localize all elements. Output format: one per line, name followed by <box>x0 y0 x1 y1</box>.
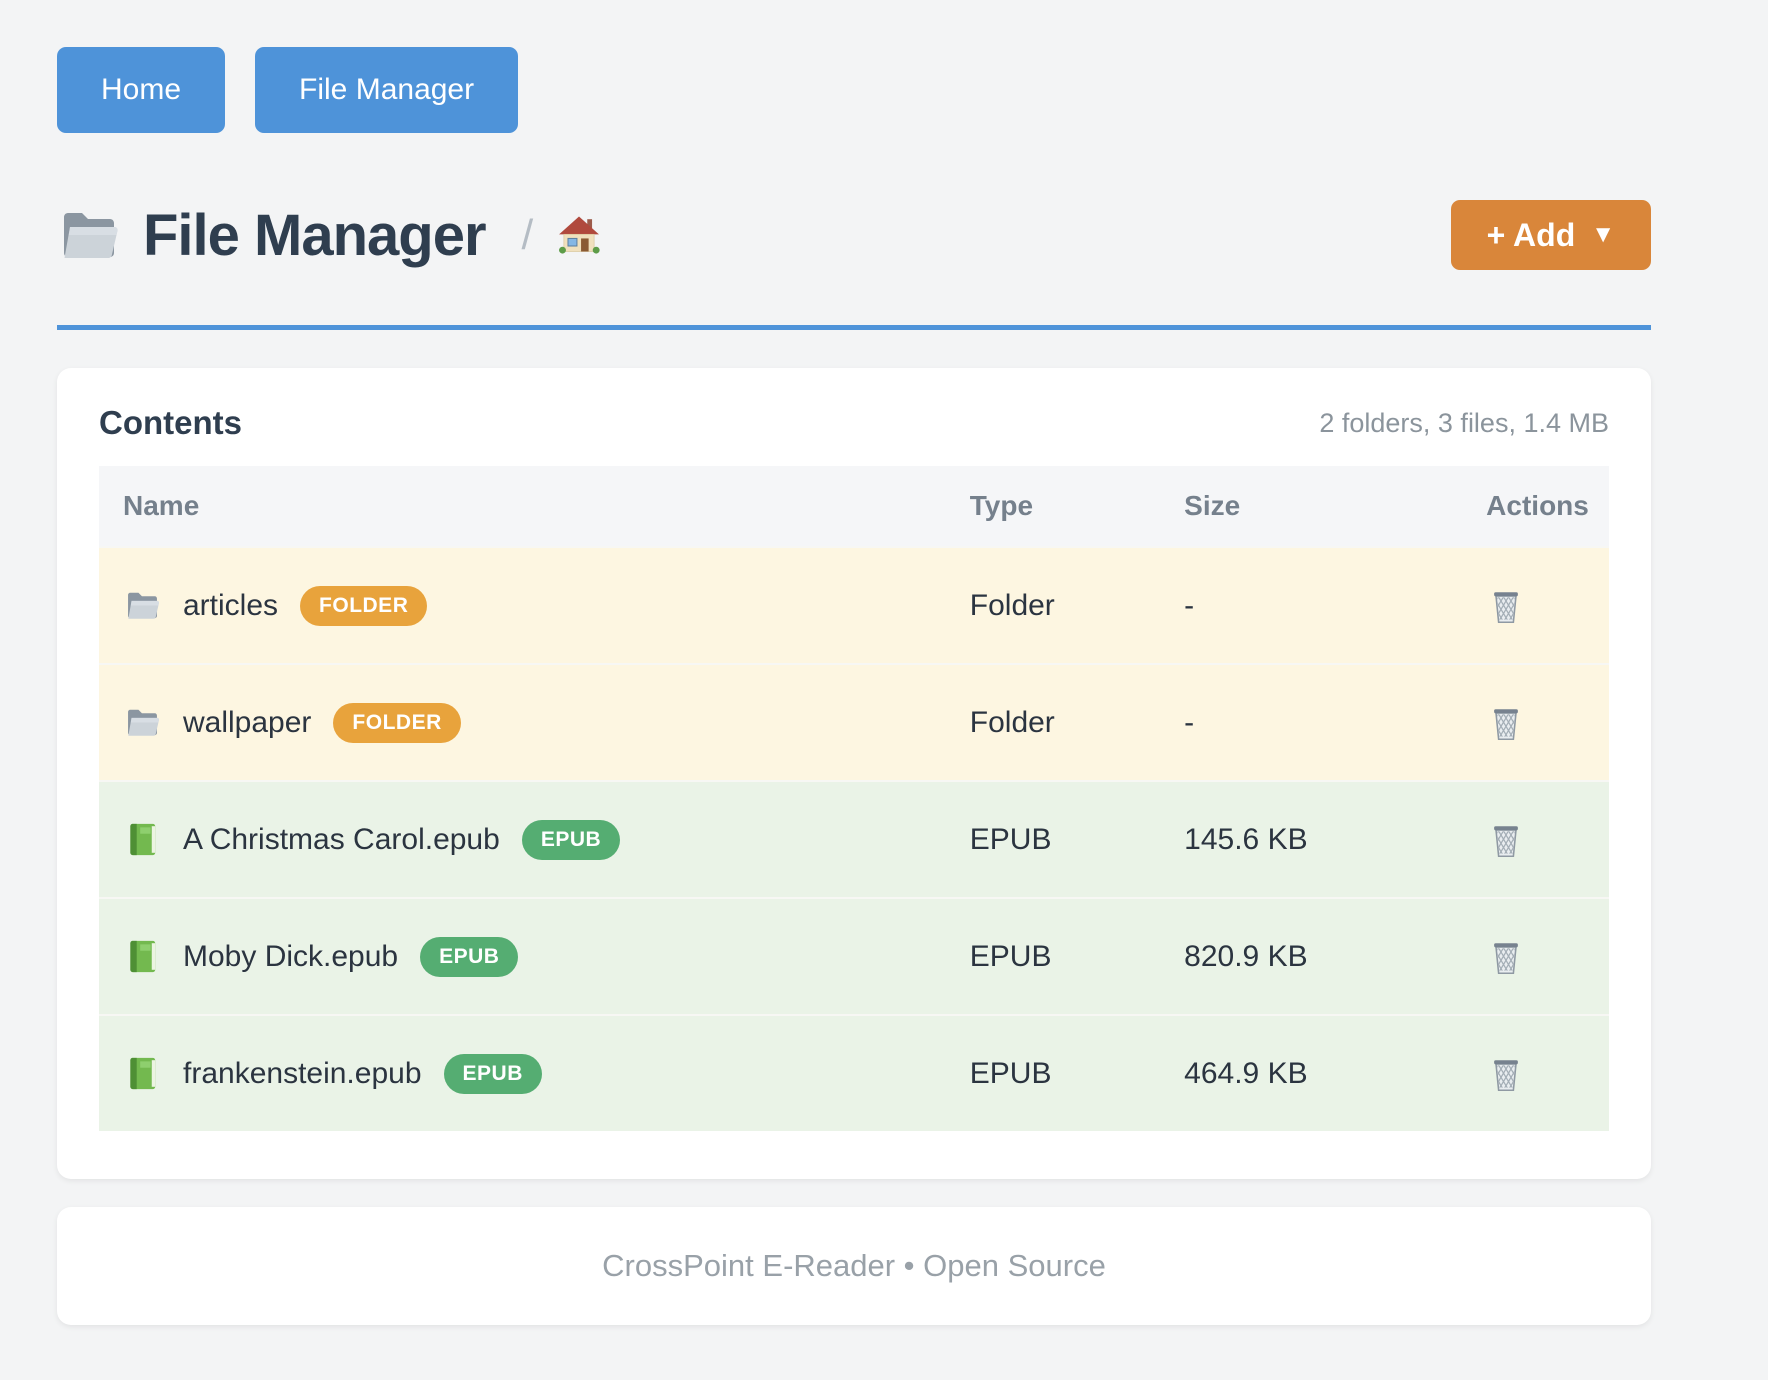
column-header-size: Size <box>1183 466 1486 546</box>
nav-file-manager-button[interactable]: File Manager <box>255 47 519 133</box>
book-icon <box>124 1055 161 1092</box>
delete-button[interactable] <box>1486 703 1526 743</box>
card-title: Contents <box>99 404 242 441</box>
title-divider <box>57 325 1651 330</box>
delete-button[interactable] <box>1486 1054 1526 1094</box>
contents-card: Contents 2 folders, 3 files, 1.4 MB Name… <box>57 368 1651 1179</box>
book-icon <box>124 938 161 975</box>
top-nav: Home File Manager <box>57 0 1651 133</box>
file-size: - <box>1183 546 1486 663</box>
file-name: articles <box>183 588 279 622</box>
file-type: EPUB <box>968 780 1184 897</box>
column-header-actions: Actions <box>1485 466 1609 546</box>
delete-button[interactable] <box>1486 586 1526 626</box>
page-header: File Manager / + Add ▼ <box>57 191 1651 279</box>
folder-icon <box>57 203 121 267</box>
file-type: EPUB <box>968 1014 1184 1131</box>
files-table: Name Type Size Actions articles FOLDER F… <box>99 466 1609 1131</box>
file-size: 820.9 KB <box>1183 897 1486 1014</box>
book-icon <box>124 821 161 858</box>
folder-badge: FOLDER <box>333 702 461 743</box>
file-type: Folder <box>968 546 1184 663</box>
trash-icon <box>1486 703 1526 743</box>
folder-icon <box>124 704 161 741</box>
add-button[interactable]: + Add ▼ <box>1450 200 1651 270</box>
contents-summary: 2 folders, 3 files, 1.4 MB <box>1319 407 1609 438</box>
chevron-down-icon: ▼ <box>1591 221 1615 248</box>
table-header-row: Name Type Size Actions <box>99 466 1609 546</box>
delete-button[interactable] <box>1486 820 1526 860</box>
home-icon[interactable] <box>557 213 601 257</box>
footer: CrossPoint E-Reader • Open Source <box>57 1207 1651 1325</box>
table-row[interactable]: articles FOLDER Folder - <box>99 546 1609 663</box>
file-type: EPUB <box>968 897 1184 1014</box>
file-type: Folder <box>968 663 1184 780</box>
footer-text: CrossPoint E-Reader • Open Source <box>602 1248 1106 1283</box>
folder-icon <box>124 587 161 624</box>
column-header-name: Name <box>99 466 969 546</box>
trash-icon <box>1486 937 1526 977</box>
file-name: wallpaper <box>183 705 312 739</box>
file-size: 145.6 KB <box>1183 780 1486 897</box>
breadcrumb: / <box>522 211 602 259</box>
file-name: frankenstein.epub <box>183 1056 422 1090</box>
epub-badge: EPUB <box>443 1053 542 1094</box>
nav-home-button[interactable]: Home <box>57 47 226 133</box>
trash-icon <box>1486 820 1526 860</box>
table-row[interactable]: Moby Dick.epub EPUB EPUB 820.9 KB <box>99 897 1609 1014</box>
column-header-type: Type <box>968 466 1184 546</box>
add-button-label: + Add <box>1486 216 1576 253</box>
page-title: File Manager <box>143 202 487 268</box>
table-row[interactable]: wallpaper FOLDER Folder - <box>99 663 1609 780</box>
file-name: Moby Dick.epub <box>183 939 399 973</box>
file-size: - <box>1183 663 1486 780</box>
trash-icon <box>1486 586 1526 626</box>
card-header: Contents 2 folders, 3 files, 1.4 MB <box>99 404 1609 442</box>
delete-button[interactable] <box>1486 937 1526 977</box>
trash-icon <box>1486 1054 1526 1094</box>
table-row[interactable]: frankenstein.epub EPUB EPUB 464.9 KB <box>99 1014 1609 1131</box>
folder-badge: FOLDER <box>300 585 428 626</box>
epub-badge: EPUB <box>420 936 519 977</box>
file-name: A Christmas Carol.epub <box>183 822 500 856</box>
title-group: File Manager / <box>57 202 601 269</box>
page-container: Home File Manager File Manager / + Add ▼… <box>57 0 1651 1325</box>
epub-badge: EPUB <box>521 819 621 860</box>
table-row[interactable]: A Christmas Carol.epub EPUB EPUB 145.6 K… <box>99 780 1609 897</box>
file-size: 464.9 KB <box>1183 1014 1486 1131</box>
breadcrumb-separator: / <box>521 211 534 258</box>
